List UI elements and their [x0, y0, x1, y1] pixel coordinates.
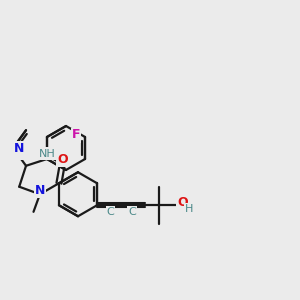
Text: C: C — [107, 207, 115, 217]
Text: N: N — [13, 146, 23, 158]
Text: H: H — [185, 204, 194, 214]
Text: NH: NH — [39, 149, 55, 159]
Text: N: N — [14, 142, 24, 154]
Text: C: C — [128, 207, 136, 217]
Text: F: F — [72, 128, 80, 142]
Text: O: O — [177, 196, 188, 209]
Text: O: O — [57, 153, 68, 166]
Text: N: N — [35, 184, 45, 197]
Text: H: H — [45, 148, 53, 158]
